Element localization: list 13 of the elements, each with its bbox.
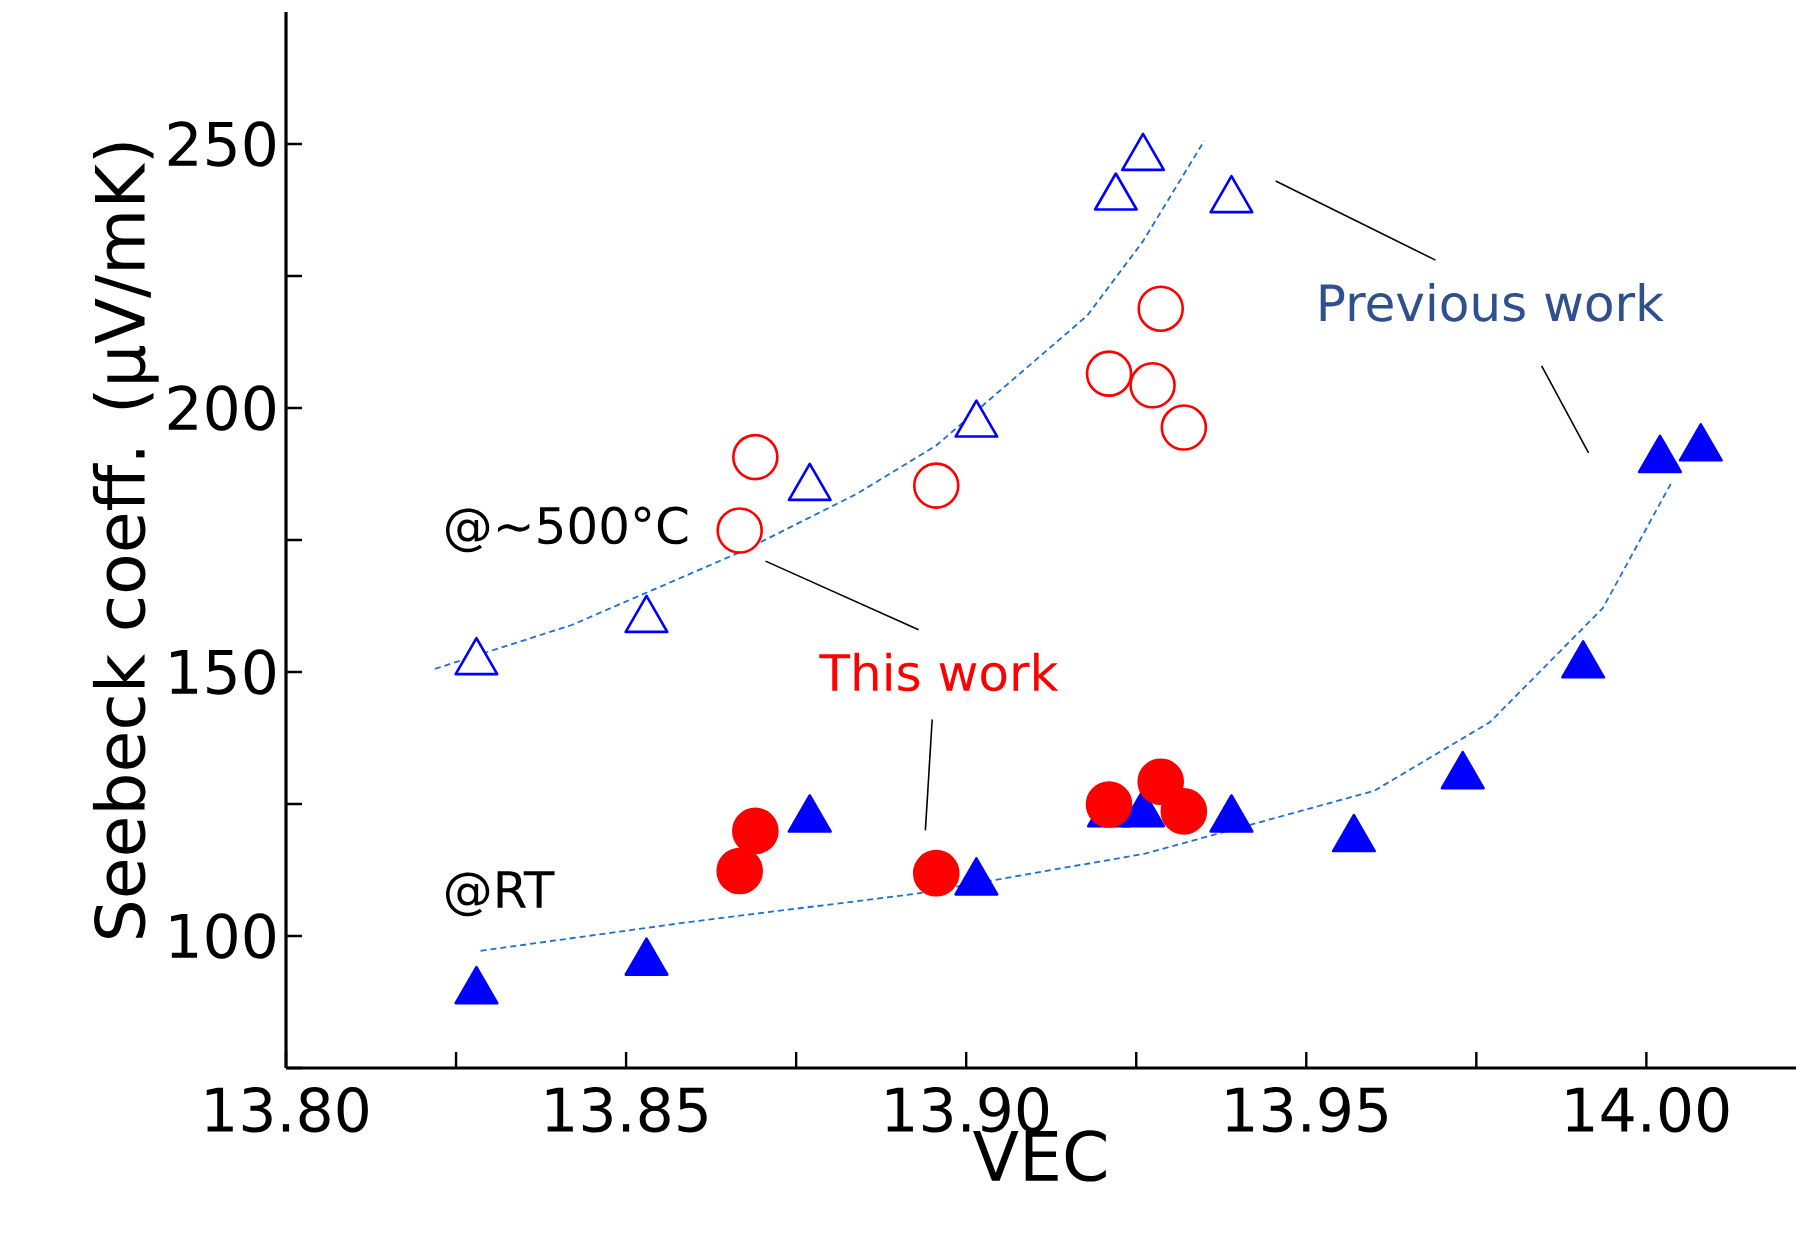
x-tick-label: 13.80	[206, 1087, 368, 1133]
annotation: Previous work	[1320, 283, 1664, 322]
annotation: This work	[819, 652, 1059, 692]
annotation: @RT	[446, 871, 555, 917]
y-tick-label: 200	[168, 385, 275, 431]
y-tick-label: 250	[168, 121, 275, 167]
y-tick-label: 150	[171, 649, 275, 695]
x-tick-label: 13.85	[546, 1087, 707, 1133]
annotation: @~500°C	[446, 506, 688, 553]
x-tick-label: 14.00	[1567, 1087, 1729, 1133]
x-tick-label: 13.95	[1226, 1087, 1387, 1133]
y-tick-label: 100	[171, 913, 275, 959]
y-axis-title: Seebeck coeff. (μV/mK)	[92, 143, 159, 938]
